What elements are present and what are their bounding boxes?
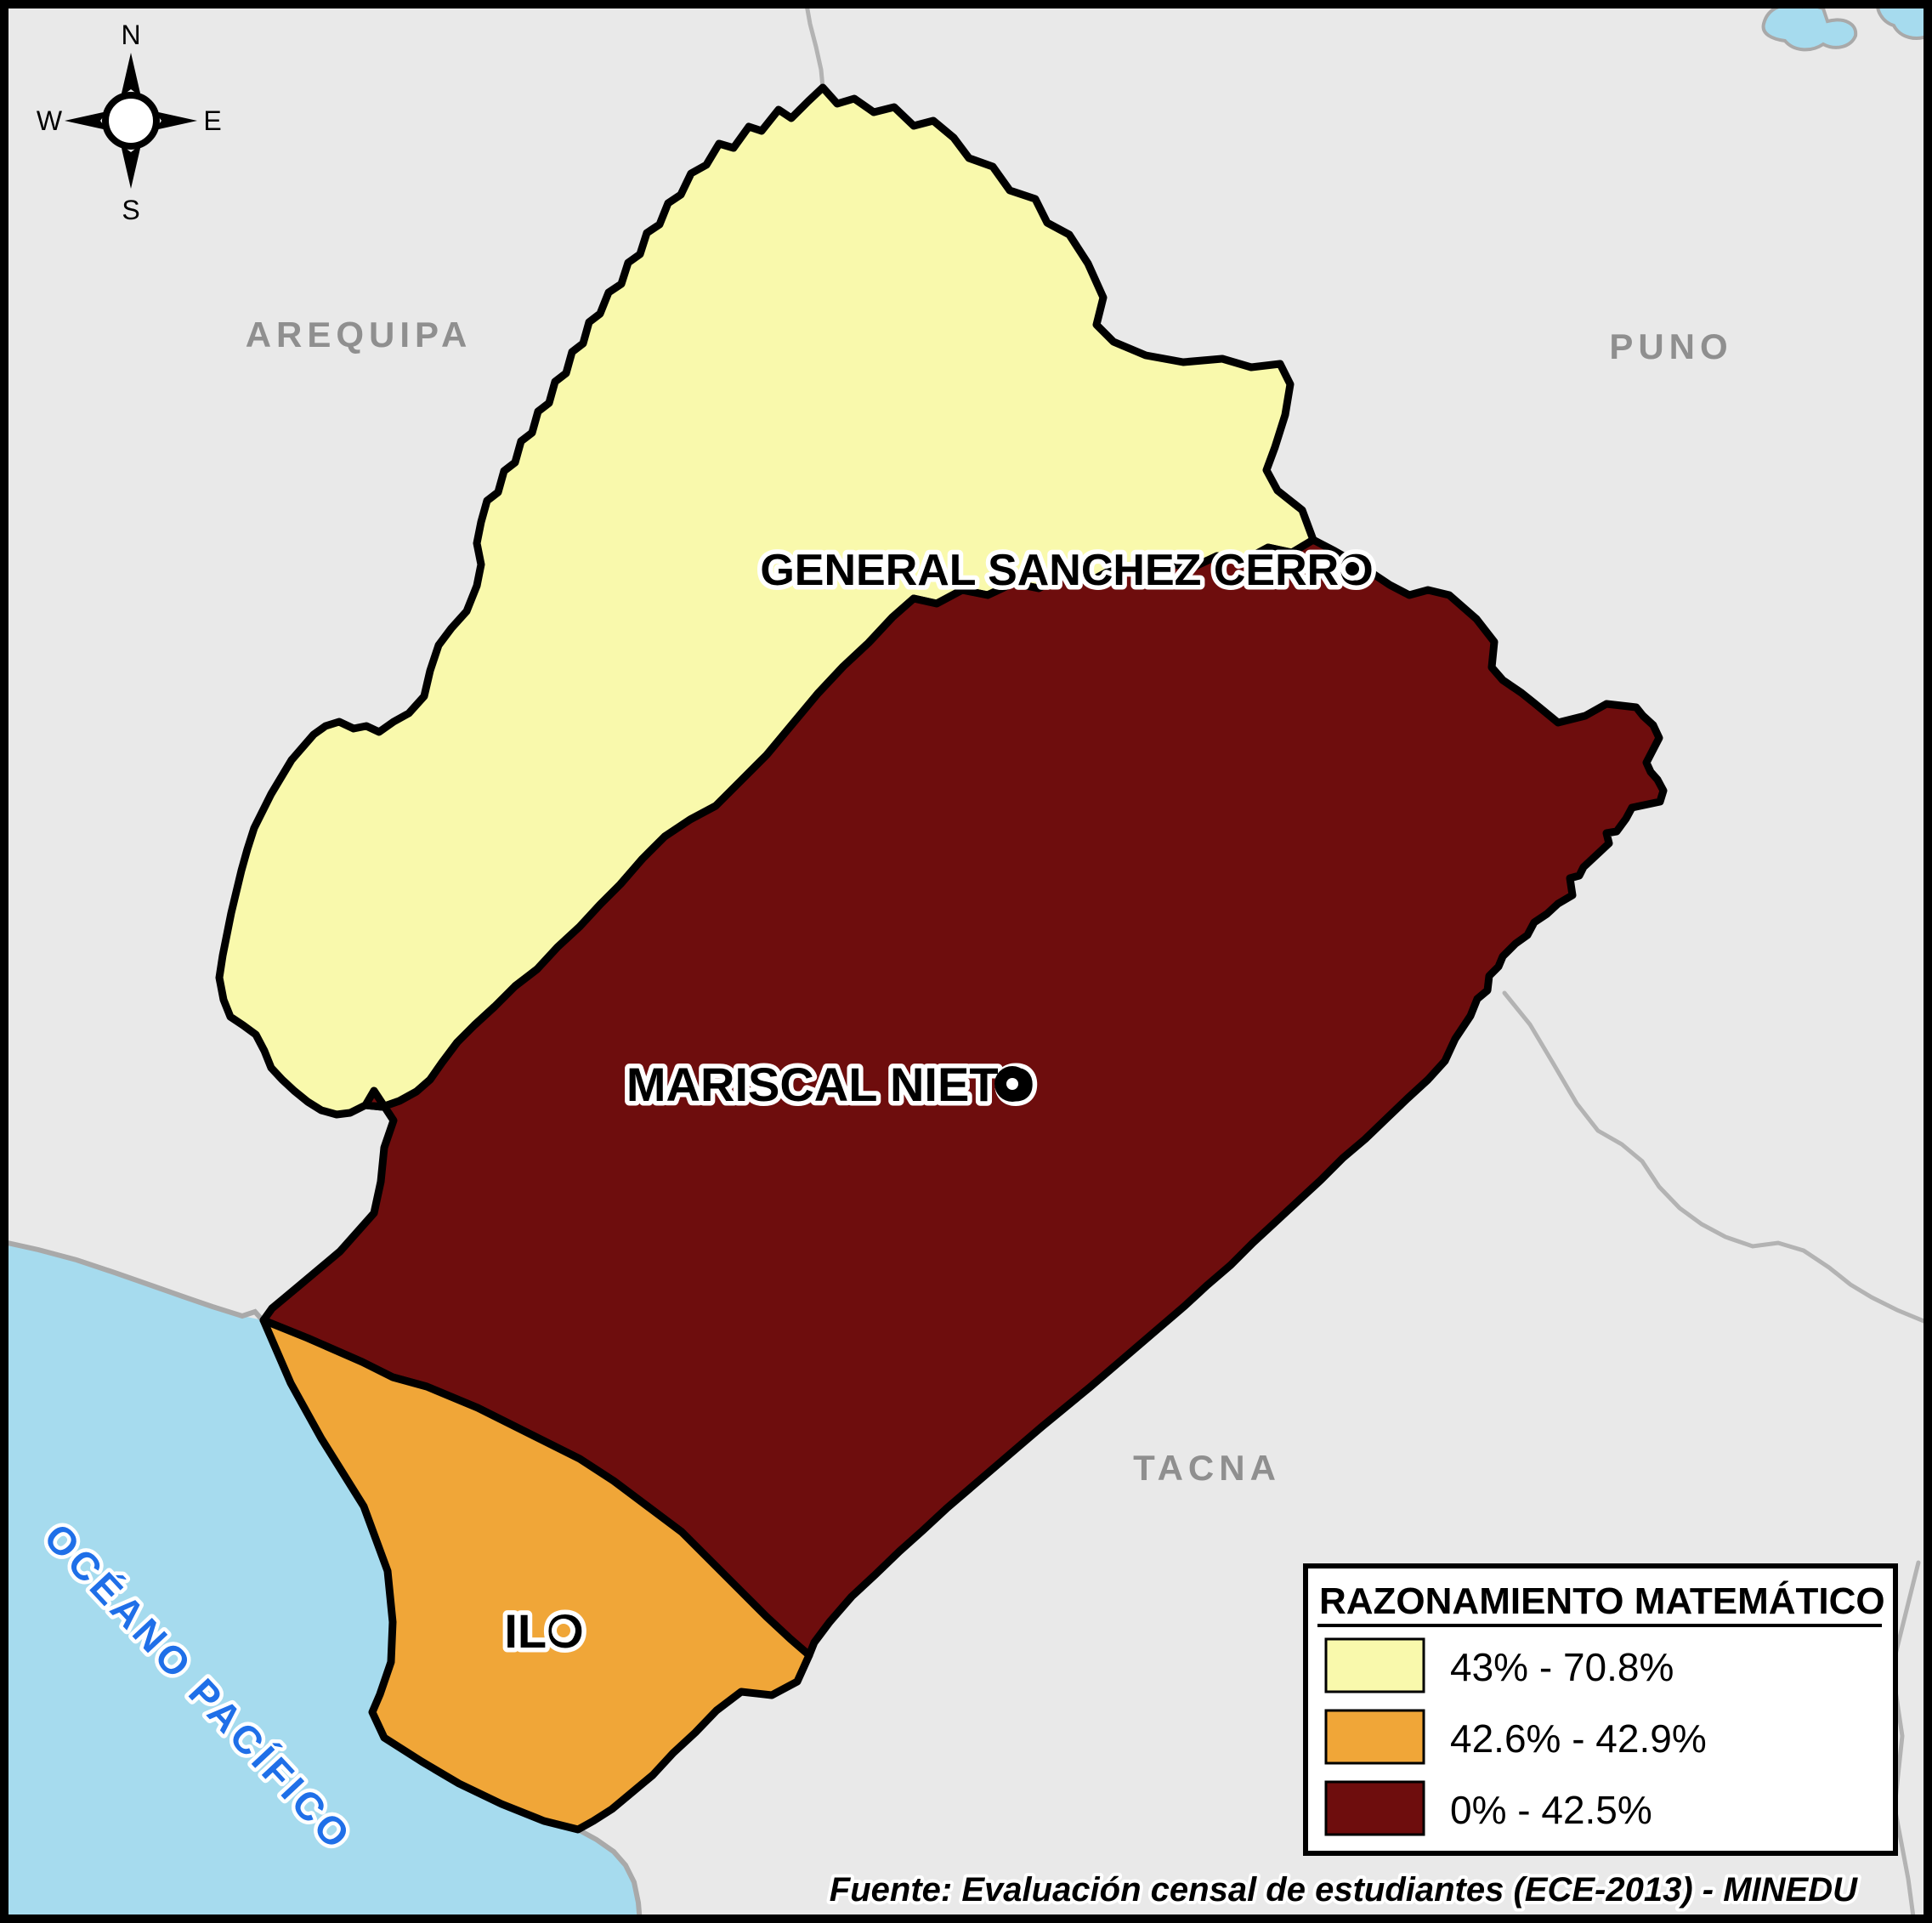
compass-letter-e: E bbox=[203, 105, 221, 136]
compass-needle-north bbox=[121, 53, 141, 97]
capital-marker-mariscal-nieto bbox=[994, 1066, 1030, 1102]
legend-label-low: 0% - 42.5% bbox=[1450, 1788, 1652, 1832]
border-arequipa-puno bbox=[803, 0, 825, 90]
pacific-ocean bbox=[0, 1241, 640, 1923]
label-tacna: TACNA bbox=[1133, 1448, 1281, 1488]
border-puno-tacna bbox=[1502, 990, 1932, 1327]
border-bottom-right bbox=[1890, 1560, 1921, 1923]
coastline-north bbox=[0, 1239, 266, 1323]
legend-label-mid: 42.6% - 42.9% bbox=[1450, 1716, 1707, 1761]
legend-swatch-high bbox=[1324, 1637, 1425, 1693]
label-general-sanchez-cerro: GENERAL SANCHEZ CERRO bbox=[760, 546, 1373, 595]
legend-title: RAZONAMIENTO MATEMÁTICO bbox=[1319, 1580, 1885, 1622]
coastline-south bbox=[575, 1827, 643, 1923]
legend: RAZONAMIENTO MATEMÁTICO 43% - 70.8% 42.6… bbox=[1303, 1563, 1898, 1856]
province-general-sanchez-cerro bbox=[215, 83, 1317, 1119]
province-mariscal-nieto bbox=[259, 536, 1668, 1659]
label-mariscal-nieto: MARISCAL NIETO bbox=[626, 1058, 1034, 1111]
compass-needle-south bbox=[121, 145, 141, 189]
compass-letter-w: W bbox=[37, 105, 63, 136]
legend-swatch-low bbox=[1324, 1780, 1425, 1836]
legend-label-high: 43% - 70.8% bbox=[1450, 1645, 1674, 1689]
label-puno: PUNO bbox=[1609, 326, 1732, 366]
label-arequipa: AREQUIPA bbox=[246, 315, 473, 355]
compass-letter-n: N bbox=[121, 20, 140, 50]
province-ilo bbox=[259, 1316, 813, 1834]
source-note: Fuente: Evaluación censal de estudiantes… bbox=[830, 1871, 1858, 1909]
label-ilo: ILO bbox=[504, 1604, 583, 1658]
capital-marker-ilo bbox=[552, 1619, 575, 1642]
compass-circle bbox=[102, 92, 160, 150]
compass-rose: N S E W bbox=[37, 20, 222, 225]
legend-swatch-mid bbox=[1324, 1709, 1425, 1765]
compass-needle-east bbox=[155, 111, 197, 130]
compass-letter-s: S bbox=[122, 195, 139, 225]
compass-needle-west bbox=[65, 111, 107, 130]
capital-marker-general-sanchez-cerro bbox=[1340, 557, 1364, 581]
